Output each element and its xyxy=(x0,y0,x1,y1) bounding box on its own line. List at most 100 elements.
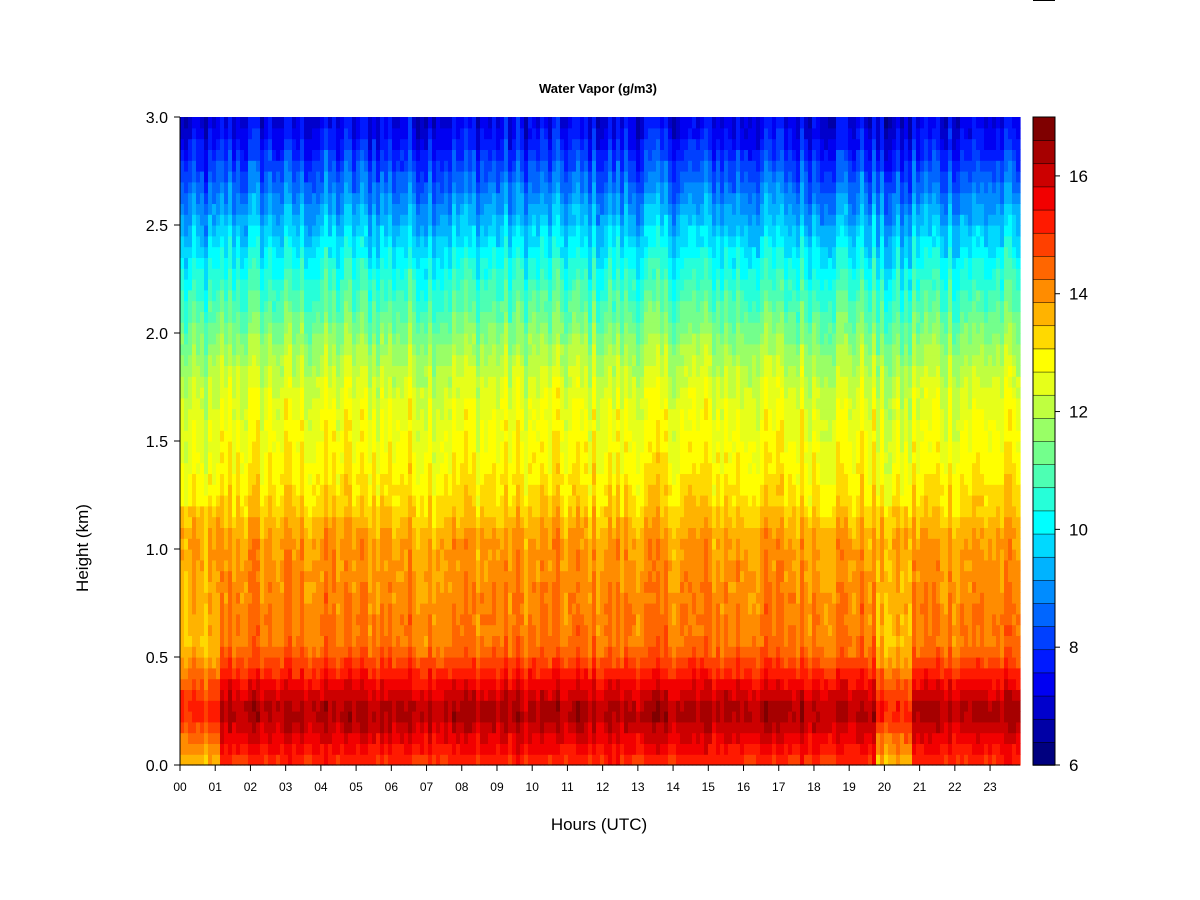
heatmap-cell xyxy=(364,235,369,248)
heatmap-cell xyxy=(208,171,213,183)
heatmap-cell xyxy=(488,181,493,194)
heatmap-cell xyxy=(400,419,405,431)
heatmap-cell xyxy=(236,667,241,680)
heatmap-cell xyxy=(360,354,365,366)
heatmap-cell xyxy=(504,635,509,647)
heatmap-cell xyxy=(412,246,417,258)
heatmap-cell xyxy=(312,559,317,572)
heatmap-cell xyxy=(316,505,321,518)
heatmap-cell xyxy=(316,559,321,572)
heatmap-cell xyxy=(232,603,237,615)
heatmap-cell xyxy=(180,181,185,194)
heatmap-cell xyxy=(360,538,365,550)
heatmap-cell xyxy=(300,408,305,420)
heatmap-cell xyxy=(300,721,305,734)
heatmap-cell xyxy=(280,333,285,345)
heatmap-cell xyxy=(324,430,329,442)
heatmap-cell xyxy=(332,581,337,593)
heatmap-cell xyxy=(440,322,445,334)
heatmap-cell xyxy=(328,527,333,539)
heatmap-cell xyxy=(284,171,289,183)
heatmap-cell xyxy=(392,732,397,744)
heatmap-cell xyxy=(512,635,517,647)
heatmap-cell xyxy=(384,419,389,431)
heatmap-cell xyxy=(336,300,341,312)
heatmap-cell xyxy=(188,635,193,647)
heatmap-cell xyxy=(440,538,445,550)
heatmap-cell xyxy=(456,624,461,636)
heatmap-cell xyxy=(504,268,509,280)
heatmap-cell xyxy=(276,700,281,712)
heatmap-cell xyxy=(492,387,497,399)
heatmap-cell xyxy=(404,387,409,399)
heatmap-cell xyxy=(244,387,249,399)
heatmap-cell xyxy=(404,678,409,690)
heatmap-cell xyxy=(376,505,381,518)
heatmap-cell xyxy=(296,624,301,636)
heatmap-cell xyxy=(336,646,341,658)
heatmap-cell xyxy=(268,495,273,507)
heatmap-cell xyxy=(256,289,261,302)
heatmap-area xyxy=(180,117,1021,766)
heatmap-cell xyxy=(348,603,353,615)
heatmap-cell xyxy=(316,689,321,701)
heatmap-cell xyxy=(356,646,361,658)
heatmap-cell xyxy=(488,646,493,658)
heatmap-cell xyxy=(208,192,213,204)
heatmap-cell xyxy=(300,451,305,464)
heatmap-cell xyxy=(392,311,397,323)
heatmap-cell xyxy=(264,635,269,647)
heatmap-cell xyxy=(276,603,281,615)
heatmap-cell xyxy=(236,451,241,464)
heatmap-cell xyxy=(372,289,377,302)
heatmap-cell xyxy=(188,235,193,248)
heatmap-cell xyxy=(224,473,229,485)
heatmap-cell xyxy=(444,203,449,215)
heatmap-cell xyxy=(380,678,385,690)
heatmap-cell xyxy=(500,333,505,345)
heatmap-cell xyxy=(476,613,481,626)
heatmap-cell xyxy=(372,333,377,345)
heatmap-cell xyxy=(192,397,197,410)
heatmap-cell xyxy=(376,743,381,755)
heatmap-cell xyxy=(196,635,201,647)
heatmap-cell xyxy=(204,430,209,442)
heatmap-cell xyxy=(468,570,473,582)
heatmap-cell xyxy=(192,505,197,518)
heatmap-cell xyxy=(456,689,461,701)
heatmap-cell xyxy=(356,721,361,734)
heatmap-cell xyxy=(412,721,417,734)
heatmap-cell xyxy=(468,657,473,669)
heatmap-cell xyxy=(464,225,469,237)
heatmap-cell xyxy=(328,235,333,248)
heatmap-cell xyxy=(432,581,437,593)
heatmap-cell xyxy=(268,268,273,280)
heatmap-cell xyxy=(192,592,197,604)
heatmap-cell xyxy=(448,473,453,485)
heatmap-cell xyxy=(308,570,313,582)
heatmap-cell xyxy=(248,462,253,474)
heatmap-cell xyxy=(300,300,305,312)
heatmap-cell xyxy=(384,430,389,442)
heatmap-cell xyxy=(388,581,393,593)
heatmap-cell xyxy=(332,646,337,658)
heatmap-cell xyxy=(320,451,325,464)
heatmap-cell xyxy=(460,657,465,669)
heatmap-cell xyxy=(240,235,245,248)
heatmap-cell xyxy=(220,322,225,334)
heatmap-cell xyxy=(236,376,241,388)
heatmap-cell xyxy=(212,387,217,399)
heatmap-cell xyxy=(284,613,289,626)
heatmap-cell xyxy=(464,203,469,215)
heatmap-cell xyxy=(224,203,229,215)
heatmap-cell xyxy=(480,646,485,658)
heatmap-cell xyxy=(200,603,205,615)
heatmap-cell xyxy=(228,613,233,626)
heatmap-cell xyxy=(432,138,437,150)
heatmap-cell xyxy=(404,700,409,712)
heatmap-cell xyxy=(468,559,473,572)
heatmap-cell xyxy=(444,516,449,528)
heatmap-cell xyxy=(504,246,509,258)
heatmap-cell xyxy=(384,689,389,701)
heatmap-cell xyxy=(200,376,205,388)
